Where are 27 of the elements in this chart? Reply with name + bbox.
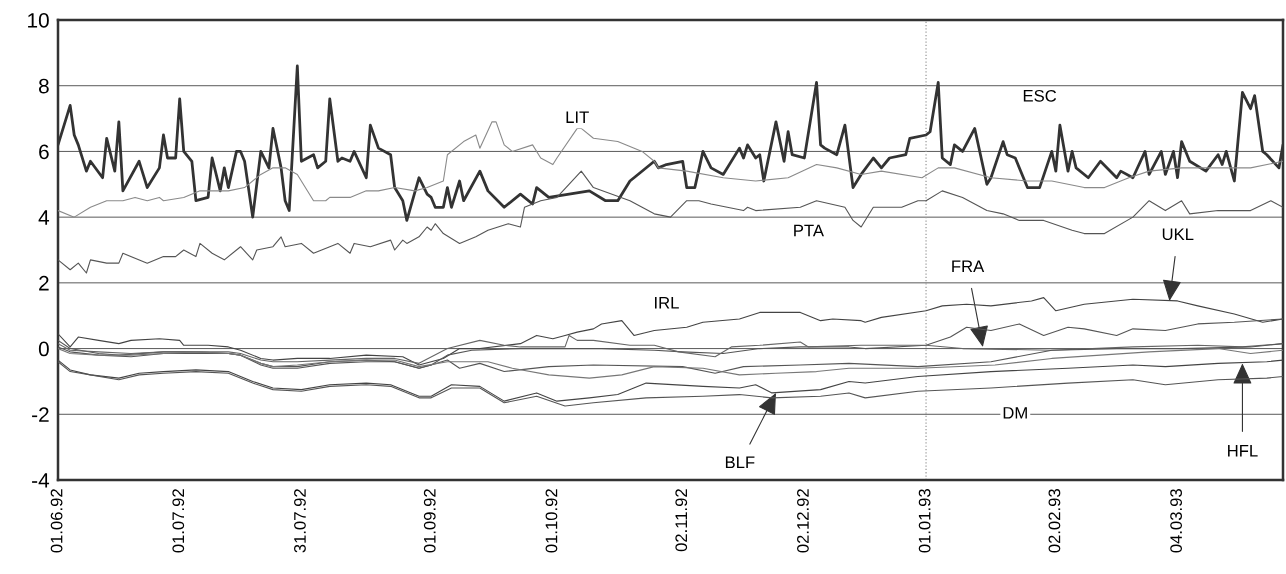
- x-tick-label: 01.09.92: [423, 489, 436, 553]
- annotation: PTA: [794, 224, 824, 237]
- y-tick-label: 10: [28, 13, 49, 28]
- x-tick-label: 02.02.93: [1048, 489, 1061, 553]
- x-tick-label: 01.06.92: [50, 489, 63, 553]
- y-tick-label: 0: [38, 341, 49, 357]
- annotation: FRA: [952, 260, 985, 273]
- annotation: ESC: [1023, 89, 1057, 102]
- y-tick-label: 2: [39, 275, 49, 291]
- y-tick-label: 8: [38, 78, 49, 94]
- annotation: DM: [1003, 407, 1027, 419]
- y-tick-label: 4: [38, 210, 50, 225]
- annotation: UKL: [1162, 228, 1194, 241]
- annotation: IRL: [655, 297, 679, 309]
- annotation: BLF: [725, 456, 755, 469]
- annotation: LIT: [566, 111, 589, 123]
- y-tick-label: -4: [32, 473, 50, 488]
- x-tick-label: 31.07.92: [294, 489, 306, 553]
- x-tick-label: 01.01.93: [918, 489, 931, 553]
- x-tick-label: 01.10.92: [545, 489, 558, 553]
- y-tick-label: 6: [39, 144, 49, 160]
- x-tick-label: 02.12.92: [797, 489, 809, 553]
- x-tick-label: 01.07.92: [172, 489, 185, 553]
- x-tick-label: 02.11.92: [675, 489, 688, 552]
- x-tick-label: 04.03.93: [1170, 489, 1183, 553]
- annotation: HFL: [1228, 445, 1258, 457]
- y-tick-label: -2: [32, 407, 49, 422]
